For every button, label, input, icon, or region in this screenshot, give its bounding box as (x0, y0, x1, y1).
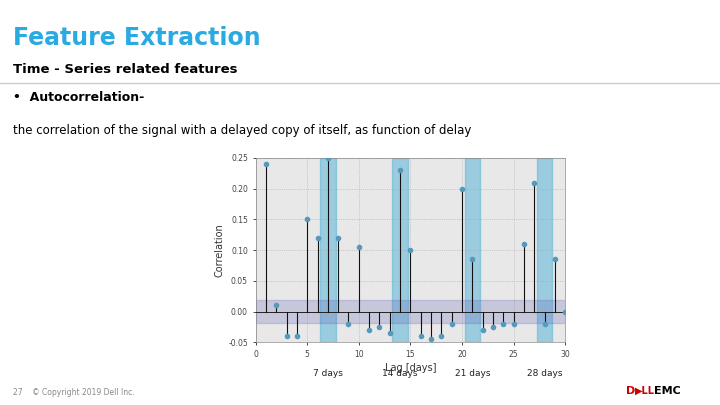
Text: Extraction: Extraction (627, 38, 683, 48)
Text: 21 days: 21 days (454, 369, 490, 377)
Text: D: D (626, 386, 636, 396)
Text: 14 days: 14 days (382, 369, 418, 377)
Text: 27    © Copyright 2019 Dell Inc.: 27 © Copyright 2019 Dell Inc. (13, 388, 135, 397)
Text: Feature Extraction: Feature Extraction (13, 26, 261, 50)
Bar (392, 158, 408, 342)
Bar (320, 158, 336, 342)
Polygon shape (579, 28, 685, 85)
X-axis label: Lag [days]: Lag [days] (384, 363, 436, 373)
Y-axis label: Correlation: Correlation (214, 223, 224, 277)
Bar (464, 158, 480, 342)
Bar (537, 158, 552, 342)
Text: ▶LL: ▶LL (635, 386, 655, 396)
Text: 28 days: 28 days (527, 369, 562, 377)
Text: 7 days: 7 days (313, 369, 343, 377)
Text: EMC: EMC (654, 386, 680, 396)
Text: the correlation of the signal with a delayed copy of itself, as function of dela: the correlation of the signal with a del… (13, 124, 472, 136)
Text: Feature: Feature (634, 22, 676, 32)
Text: •  Autocorrelation-: • Autocorrelation- (13, 91, 144, 104)
Bar (256, 301, 565, 322)
Text: Time - Series related features: Time - Series related features (13, 63, 238, 76)
